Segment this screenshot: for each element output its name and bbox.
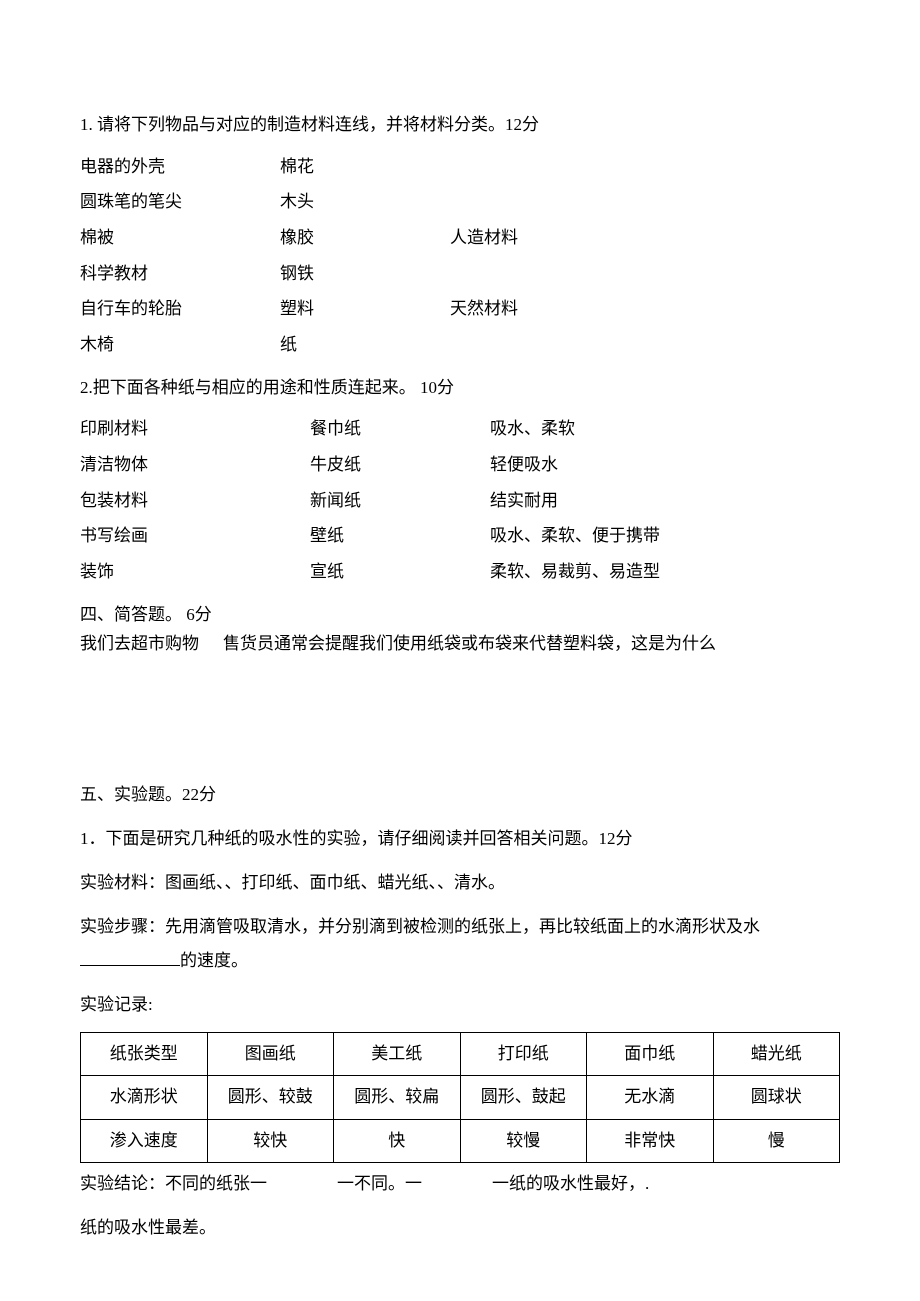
section4-body: 我们去超市购物 售货员通常会提醒我们使用纸袋或布袋来代替塑料袋，这是为什么: [80, 630, 840, 657]
q2-left-column: 印刷材料 清洁物体 包装材料 书写绘画 装饰: [80, 411, 310, 589]
table-cell: 渗入速度: [81, 1119, 208, 1163]
list-item: 轻便吸水: [490, 447, 710, 483]
category-label: 天然材料: [450, 291, 630, 327]
list-item: 科学教材: [80, 256, 280, 292]
list-item: 电器的外壳: [80, 149, 280, 185]
text-fragment: 的速度。: [180, 951, 248, 970]
list-item: 餐巾纸: [310, 411, 490, 447]
section4-title: 四、简答题。 6分: [80, 600, 840, 631]
list-item: 结实耐用: [490, 483, 710, 519]
list-item: 棉花: [280, 149, 450, 185]
fill-blank[interactable]: [80, 949, 180, 966]
list-item: 吸水、柔软: [490, 411, 710, 447]
q1-left-column: 电器的外壳 圆珠笔的笔尖 棉被 科学教材 自行车的轮胎 木椅: [80, 149, 280, 363]
table-cell: 圆球状: [713, 1076, 840, 1120]
list-item: 塑料: [280, 291, 450, 327]
table-row: 水滴形状 圆形、较鼓 圆形、较扁 圆形、鼓起 无水滴 圆球状: [81, 1076, 840, 1120]
table-cell: 圆形、鼓起: [460, 1076, 587, 1120]
q2-prompt: 2.把下面各种纸与相应的用途和性质连起来。 10分: [80, 373, 840, 404]
text-fragment: 实验结论：不同的纸张一: [80, 1174, 267, 1193]
list-item: 清洁物体: [80, 447, 310, 483]
table-cell: 较慢: [460, 1119, 587, 1163]
text-fragment: 实验步骤：先用滴管吸取清水，并分别滴到被检测的纸张上，再比较纸面上的水滴形状及水: [80, 917, 760, 936]
sec5-materials: 实验材料：图画纸、、打印纸、面巾纸、蜡光纸、、清水。: [80, 866, 840, 900]
list-item: 木头: [280, 184, 450, 220]
text-fragment: 一不同。一: [337, 1174, 422, 1193]
text-fragment: 售货员通常会提醒我们使用纸袋或布袋来代替塑料袋，这是为什么: [223, 634, 716, 653]
q1-mid-column: 棉花 木头 橡胶 钢铁 塑料 纸: [280, 149, 450, 363]
q2-matching: 印刷材料 清洁物体 包装材料 书写绘画 装饰 餐巾纸 牛皮纸 新闻纸 壁纸 宣纸…: [80, 411, 840, 589]
table-cell: 美工纸: [334, 1032, 461, 1076]
conclusion-line: 实验结论：不同的纸张一 一不同。一 一纸的吸水性最好，.: [80, 1167, 840, 1201]
list-item: 木椅: [80, 327, 280, 363]
table-row: 渗入速度 较快 快 较慢 非常快 慢: [81, 1119, 840, 1163]
table-cell: 水滴形状: [81, 1076, 208, 1120]
table-cell: 面巾纸: [587, 1032, 714, 1076]
list-item: 棉被: [80, 220, 280, 256]
list-item: 新闻纸: [310, 483, 490, 519]
list-item: 自行车的轮胎: [80, 291, 280, 327]
list-item: 书写绘画: [80, 518, 310, 554]
list-item: 印刷材料: [80, 411, 310, 447]
sec5-record-label: 实验记录:: [80, 988, 840, 1022]
sec5-steps: 实验步骤：先用滴管吸取清水，并分别滴到被检测的纸张上，再比较纸面上的水滴形状及水…: [80, 910, 840, 978]
table-cell: 打印纸: [460, 1032, 587, 1076]
experiment-table: 纸张类型 图画纸 美工纸 打印纸 面巾纸 蜡光纸 水滴形状 圆形、较鼓 圆形、较…: [80, 1032, 840, 1164]
q1-right-column: 人造材料 天然材料: [450, 149, 630, 363]
list-item: 吸水、柔软、便于携带: [490, 518, 710, 554]
table-cell: 快: [334, 1119, 461, 1163]
text-fragment: 我们去超市购物: [80, 634, 199, 653]
table-cell: 无水滴: [587, 1076, 714, 1120]
list-item: 宣纸: [310, 554, 490, 590]
section5: 五、实验题。22分 1．下面是研究几种纸的吸水性的实验，请仔细阅读并回答相关问题…: [80, 778, 840, 1246]
sec5-q1-prompt: 1．下面是研究几种纸的吸水性的实验，请仔细阅读并回答相关问题。12分: [80, 822, 840, 856]
q1-matching: 电器的外壳 圆珠笔的笔尖 棉被 科学教材 自行车的轮胎 木椅 棉花 木头 橡胶 …: [80, 149, 840, 363]
table-cell: 纸张类型: [81, 1032, 208, 1076]
list-item: 圆珠笔的笔尖: [80, 184, 280, 220]
list-item: 包装材料: [80, 483, 310, 519]
table-cell: 蜡光纸: [713, 1032, 840, 1076]
list-item: 柔软、易裁剪、易造型: [490, 554, 710, 590]
conclusion-tail: 纸的吸水性最差。: [80, 1211, 840, 1245]
list-item: 牛皮纸: [310, 447, 490, 483]
table-cell: 非常快: [587, 1119, 714, 1163]
list-item: 橡胶: [280, 220, 450, 256]
table-cell: 较快: [207, 1119, 334, 1163]
table-cell: 圆形、较鼓: [207, 1076, 334, 1120]
list-item: 壁纸: [310, 518, 490, 554]
list-item: 装饰: [80, 554, 310, 590]
q2-mid-column: 餐巾纸 牛皮纸 新闻纸 壁纸 宣纸: [310, 411, 490, 589]
list-item: 纸: [280, 327, 450, 363]
q1-prompt: 1. 请将下列物品与对应的制造材料连线，并将材料分类。12分: [80, 110, 840, 141]
text-fragment: 一纸的吸水性最好，.: [492, 1174, 649, 1193]
table-cell: 慢: [713, 1119, 840, 1163]
table-cell: 圆形、较扁: [334, 1076, 461, 1120]
category-label: 人造材料: [450, 220, 630, 256]
list-item: 钢铁: [280, 256, 450, 292]
q2-right-column: 吸水、柔软 轻便吸水 结实耐用 吸水、柔软、便于携带 柔软、易裁剪、易造型: [490, 411, 710, 589]
section5-title: 五、实验题。22分: [80, 778, 840, 812]
table-cell: 图画纸: [207, 1032, 334, 1076]
table-row: 纸张类型 图画纸 美工纸 打印纸 面巾纸 蜡光纸: [81, 1032, 840, 1076]
